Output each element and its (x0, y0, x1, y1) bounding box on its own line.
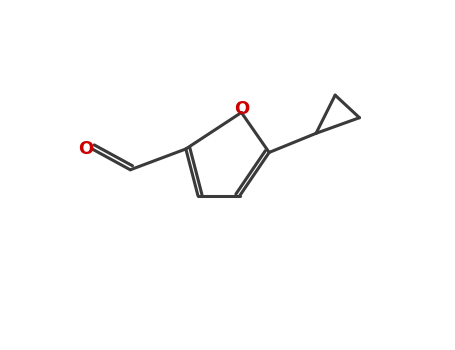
Text: O: O (234, 100, 249, 118)
Text: O: O (78, 140, 93, 158)
